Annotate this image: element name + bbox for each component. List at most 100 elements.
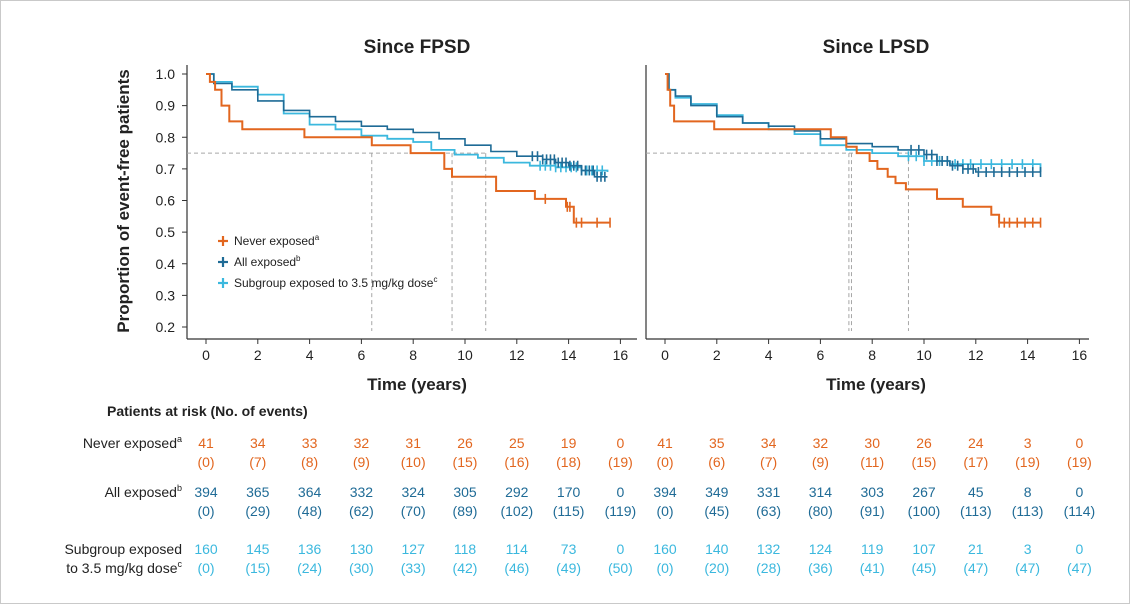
- risk-table: Never exposeda 41(0)34(7)33(8)32(9)31(10)…: [64, 434, 1095, 576]
- risk-events: (11): [860, 454, 884, 470]
- panel-title: Since FPSD: [364, 37, 471, 58]
- km-curve-all: [665, 73, 1041, 173]
- risk-count: 365: [246, 484, 270, 500]
- risk-count: 35: [709, 435, 725, 451]
- risk-count: 107: [912, 541, 936, 557]
- x-axis-label: Time (years): [367, 375, 467, 394]
- y-tick-label: 0.3: [156, 287, 176, 303]
- y-tick-label: 0.7: [156, 161, 176, 177]
- risk-count: 267: [912, 484, 936, 500]
- risk-row-label: to 3.5 mg/kg dosec: [66, 559, 182, 576]
- risk-events: (9): [812, 454, 829, 470]
- risk-count: 170: [557, 484, 581, 500]
- y-tick-label: 0.4: [156, 256, 176, 272]
- risk-count: 124: [809, 541, 833, 557]
- y-tick-label: 1.0: [156, 66, 176, 82]
- risk-count: 119: [861, 541, 884, 557]
- risk-count: 26: [457, 435, 473, 451]
- y-tick-label: 0.5: [156, 224, 176, 240]
- x-tick-label: 6: [358, 347, 366, 363]
- risk-count: 292: [505, 484, 529, 500]
- risk-events: (62): [349, 503, 374, 519]
- x-tick-label: 14: [561, 347, 577, 363]
- risk-events: (0): [197, 560, 214, 576]
- risk-events: (113): [1012, 503, 1044, 519]
- risk-events: (47): [963, 560, 988, 576]
- risk-count: 41: [657, 435, 673, 451]
- risk-count: 3: [1024, 541, 1032, 557]
- risk-events: (47): [1015, 560, 1040, 576]
- risk-events: (89): [453, 503, 478, 519]
- risk-count: 32: [354, 435, 370, 451]
- risk-events: (70): [401, 503, 426, 519]
- risk-count: 0: [1076, 484, 1084, 500]
- x-tick-label: 12: [968, 347, 984, 363]
- risk-events: (6): [708, 454, 725, 470]
- chart-panel-2: Since LPSD 0 2 4 6 8 10 12 14 16 Time (years): [645, 37, 1089, 394]
- risk-events: (30): [349, 560, 374, 576]
- risk-count: 41: [198, 435, 214, 451]
- risk-count: 21: [968, 541, 984, 557]
- risk-events: (15): [453, 454, 478, 470]
- risk-events: (45): [704, 503, 729, 519]
- x-tick-label: 10: [916, 347, 932, 363]
- risk-count: 30: [864, 435, 880, 451]
- risk-events: (0): [197, 503, 214, 519]
- risk-events: (0): [656, 560, 673, 576]
- km-curve-never: [665, 73, 1041, 224]
- risk-events: (100): [908, 503, 941, 519]
- risk-events: (102): [500, 503, 533, 519]
- risk-events: (29): [245, 503, 270, 519]
- x-tick-label: 4: [765, 347, 773, 363]
- risk-events: (19): [1067, 454, 1092, 470]
- risk-events: (9): [353, 454, 370, 470]
- y-tick-label: 0.9: [156, 98, 176, 114]
- risk-events: (0): [656, 503, 673, 519]
- risk-count: 26: [916, 435, 932, 451]
- risk-count: 0: [617, 435, 625, 451]
- risk-row-label: Never exposeda: [83, 434, 182, 451]
- risk-events: (115): [553, 503, 585, 519]
- risk-events: (42): [453, 560, 478, 576]
- x-tick-label: 10: [457, 347, 473, 363]
- x-tick-label: 2: [713, 347, 721, 363]
- risk-events: (45): [912, 560, 937, 576]
- panel-title: Since LPSD: [823, 37, 930, 58]
- x-tick-label: 6: [817, 347, 825, 363]
- risk-events: (113): [960, 503, 992, 519]
- risk-count: 24: [968, 435, 984, 451]
- risk-table-title: Patients at risk (No. of events): [107, 403, 308, 419]
- x-tick-label: 0: [202, 347, 210, 363]
- risk-count: 73: [561, 541, 577, 557]
- risk-events: (33): [401, 560, 426, 576]
- legend-label: All exposedb: [234, 254, 301, 269]
- x-tick-label: 8: [409, 347, 417, 363]
- y-tick-label: 0.6: [156, 193, 176, 209]
- risk-count: 160: [653, 541, 677, 557]
- risk-count: 364: [298, 484, 322, 500]
- risk-events: (80): [808, 503, 833, 519]
- risk-events: (49): [556, 560, 581, 576]
- risk-count: 3: [1024, 435, 1032, 451]
- risk-count: 305: [453, 484, 477, 500]
- risk-events: (91): [860, 503, 885, 519]
- risk-count: 331: [757, 484, 781, 500]
- risk-count: 314: [809, 484, 833, 500]
- x-tick-label: 0: [661, 347, 669, 363]
- x-tick-label: 16: [1072, 347, 1088, 363]
- risk-count: 324: [402, 484, 426, 500]
- x-tick-label: 16: [613, 347, 629, 363]
- risk-events: (15): [912, 454, 937, 470]
- risk-count: 118: [454, 541, 477, 557]
- risk-count: 130: [350, 541, 374, 557]
- x-tick-label: 12: [509, 347, 525, 363]
- risk-events: (50): [608, 560, 633, 576]
- chart-panels: Since FPSD 0 2 4 6 8 10 12 14 16 Time (years) 0.2 0.…: [156, 37, 1089, 394]
- chart-panel-1: Since FPSD 0 2 4 6 8 10 12 14 16 Time (years) 0.2 0.…: [156, 37, 637, 394]
- risk-events: (28): [756, 560, 781, 576]
- risk-count: 136: [298, 541, 322, 557]
- x-tick-label: 14: [1020, 347, 1036, 363]
- risk-count: 25: [509, 435, 525, 451]
